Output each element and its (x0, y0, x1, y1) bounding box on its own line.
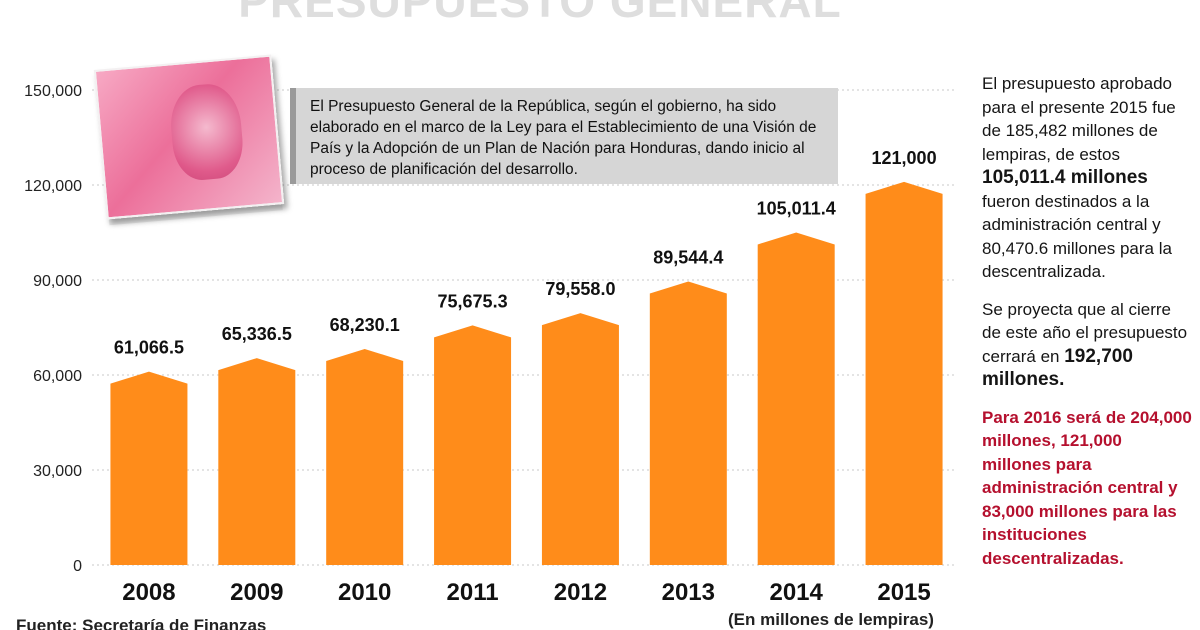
note-projection-highlight: 192,700 millones. (982, 345, 1133, 391)
value-label: 75,675.3 (438, 291, 508, 311)
value-label: 68,230.1 (330, 315, 400, 335)
x-tick-label: 2010 (338, 579, 391, 606)
value-label: 65,336.5 (222, 324, 292, 344)
bar-2015 (865, 181, 943, 566)
value-label: 121,000 (872, 148, 937, 168)
bar-2012 (541, 313, 619, 565)
y-tick-label: 90,000 (33, 273, 82, 290)
bar-2008 (110, 371, 188, 565)
x-tick-label: 2013 (662, 579, 715, 606)
x-tick-label: 2011 (447, 579, 499, 606)
note-approved-text-2: fueron destinados a la administración ce… (982, 191, 1172, 282)
value-label: 105,011.4 (757, 198, 836, 218)
bar-2010 (326, 348, 404, 565)
note-approved-budget: El presupuesto aprobado para el presente… (982, 72, 1194, 284)
x-tick-label: 2008 (122, 579, 175, 606)
note-approved-text: El presupuesto aprobado para el presente… (982, 74, 1176, 164)
info-box-text: El Presupuesto General de la República, … (310, 98, 817, 178)
x-tick-label: 2009 (230, 579, 283, 606)
axis-labels: 0 30,000 60,000 90,000 120,000 150,000 2008 200… (24, 83, 931, 606)
bar-2011 (434, 325, 512, 565)
bar-2014 (757, 232, 835, 565)
y-tick-label: 150,000 (24, 83, 82, 100)
value-label: 79,558.0 (545, 279, 615, 299)
bar-2013 (649, 281, 727, 565)
y-tick-label: 120,000 (24, 178, 82, 195)
y-tick-label: 0 (73, 558, 82, 575)
source-note: Fuente: Secretaría de Finanzas (16, 616, 267, 630)
value-label: 61,066.5 (114, 338, 184, 358)
value-label: 89,544.4 (653, 247, 723, 267)
note-2016-text: Para 2016 será de 204,000 millones, 121,… (982, 407, 1192, 568)
y-tick-label: 60,000 (33, 368, 82, 385)
x-tick-label: 2015 (877, 579, 930, 606)
note-projection: Se proyecta que al cierre de este año el… (982, 298, 1194, 392)
page-title: PRESUPUESTO GENERAL (238, 0, 842, 27)
note-projection-text: Se proyecta que al cierre de este año el… (982, 299, 1188, 366)
value-labels: 61,066.5 65,336.5 68,230.1 75,675.3 79,558.0… (114, 148, 937, 358)
bars (110, 181, 943, 566)
y-tick-label: 30,000 (33, 463, 82, 480)
note-2016: Para 2016 será de 204,000 millones, 121,… (982, 406, 1194, 571)
note-approved-highlight: 105,011.4 millones (982, 167, 1148, 188)
units-note: (En millones de lempiras) (728, 610, 934, 629)
bar-2009 (218, 358, 296, 565)
banknote-face (93, 54, 285, 220)
x-tick-label: 2012 (554, 579, 607, 606)
banknote-image (93, 54, 285, 220)
sidebar-notes: El presupuesto aprobado para el presente… (982, 72, 1194, 584)
x-tick-label: 2014 (769, 579, 823, 606)
info-box: El Presupuesto General de la República, … (290, 88, 838, 184)
